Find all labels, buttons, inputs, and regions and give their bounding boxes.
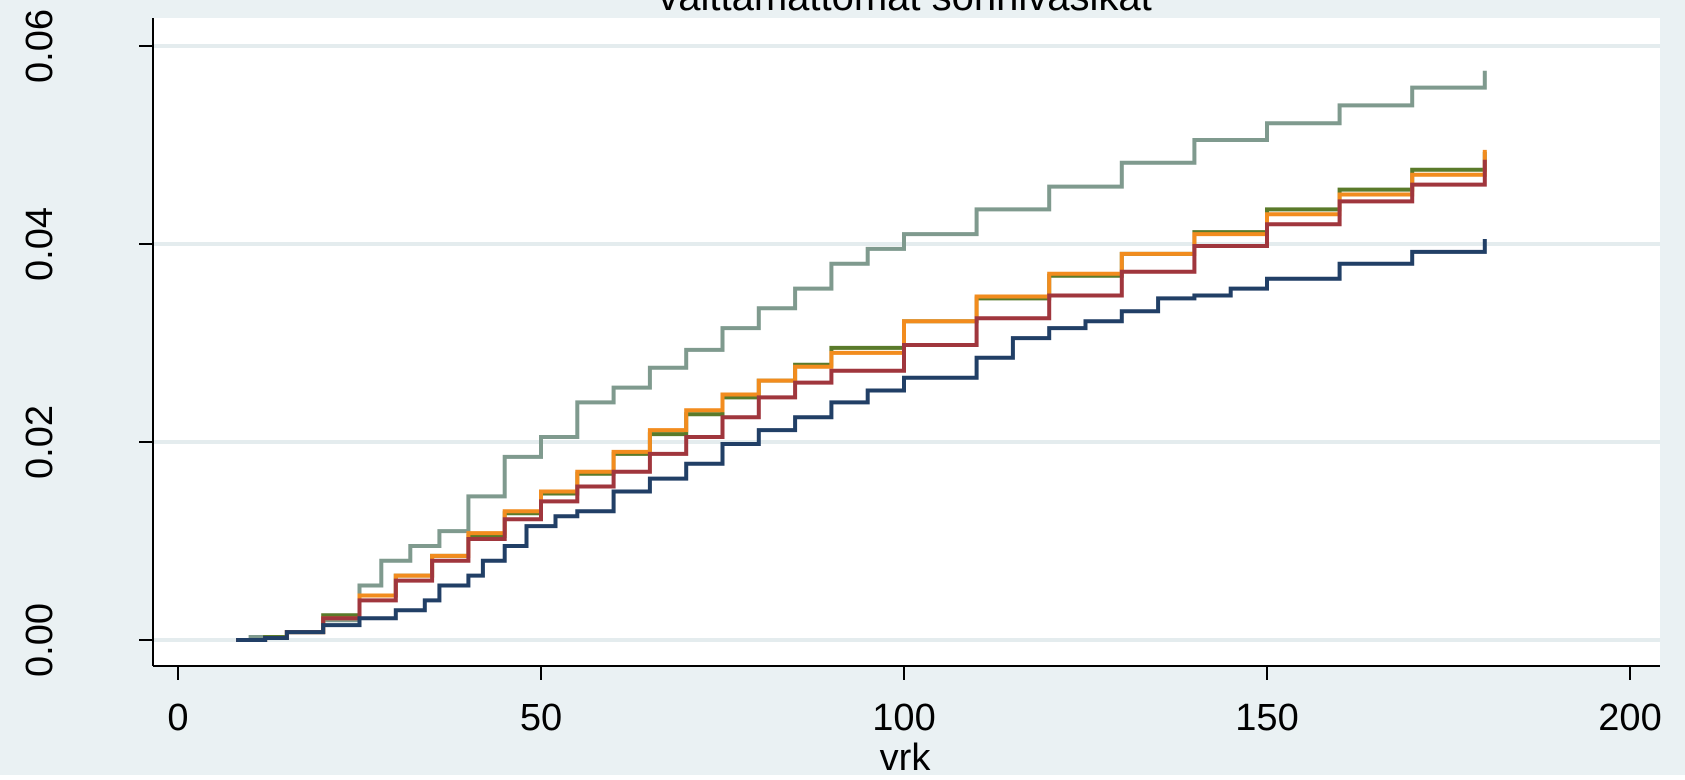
y-tick-label: 0.04 xyxy=(19,207,61,281)
series-line-5 xyxy=(236,239,1487,642)
y-tick-label: 0.02 xyxy=(19,405,61,479)
gridlines xyxy=(153,44,1660,642)
axes: 0.00 0.02 0.04 0.06 0 50 100 150 200 xyxy=(19,9,1662,739)
x-tick-label: 200 xyxy=(1598,697,1661,739)
series-line-4 xyxy=(236,159,1487,642)
plot-area xyxy=(153,18,1660,666)
chart-title: välttämättömät sonhivasikat xyxy=(658,0,1152,19)
x-tick-label: 100 xyxy=(872,697,935,739)
x-tick-label: 50 xyxy=(520,697,562,739)
y-tick-label: 0.00 xyxy=(19,603,61,677)
series-group xyxy=(236,70,1487,642)
y-tick-label: 0.06 xyxy=(19,9,61,83)
series-line-1 xyxy=(236,70,1487,642)
x-tick-label: 0 xyxy=(167,697,188,739)
x-axis-title: vrk xyxy=(880,737,932,775)
x-tick-label: 150 xyxy=(1235,697,1298,739)
